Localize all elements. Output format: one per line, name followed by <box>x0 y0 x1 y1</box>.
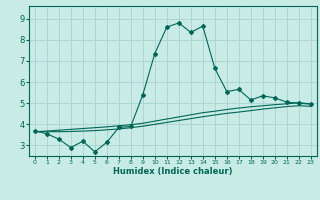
X-axis label: Humidex (Indice chaleur): Humidex (Indice chaleur) <box>113 167 233 176</box>
